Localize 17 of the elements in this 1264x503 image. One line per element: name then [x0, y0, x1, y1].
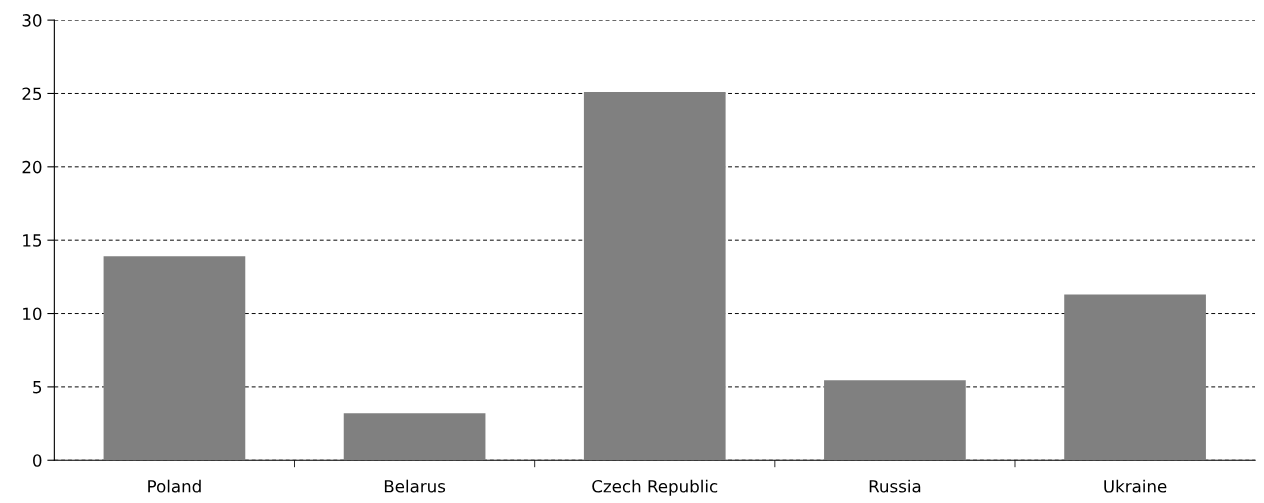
y-tick-label: 5 — [33, 381, 42, 394]
bar — [1064, 294, 1206, 461]
y-tick-label: 25 — [22, 87, 42, 101]
bar — [583, 92, 726, 461]
y-tick-label: 30 — [22, 14, 42, 27]
x-tick-label: Poland — [148, 479, 201, 493]
y-tick-label: 15 — [23, 234, 42, 247]
y-tick-label: 0 — [33, 454, 42, 467]
x-tick-label: Ukraine — [1104, 479, 1167, 493]
y-tick-label: 10 — [23, 307, 42, 321]
x-tick-label: Czech Republic — [592, 479, 718, 496]
y-tick-label: 20 — [22, 160, 42, 174]
bar — [103, 256, 246, 461]
x-tick-label: Russia — [869, 479, 921, 493]
bar — [343, 413, 486, 461]
x-tick-label: Belarus — [384, 479, 446, 493]
bar — [824, 380, 966, 461]
